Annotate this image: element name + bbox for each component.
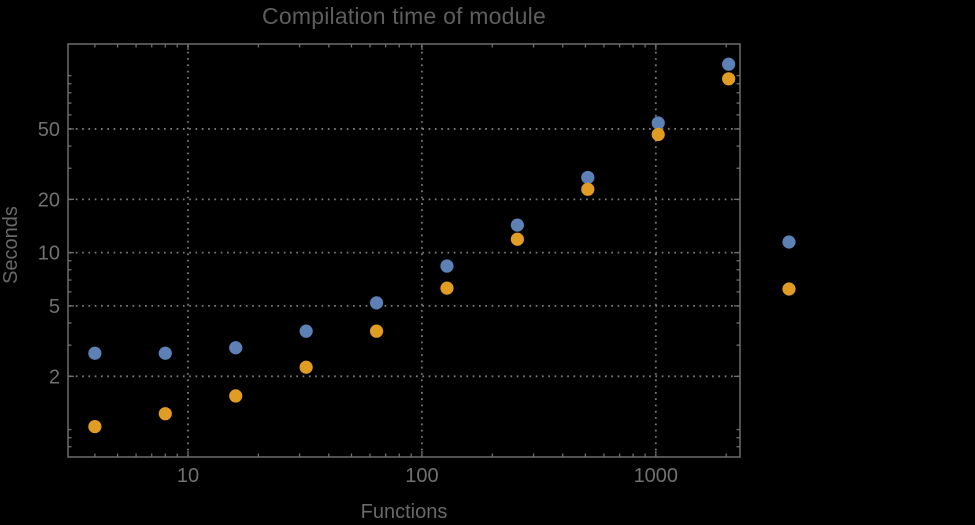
data-point-series_2-x256 — [510, 232, 524, 246]
x-tick-label-1000: 1000 — [634, 465, 679, 487]
y-tick-label-5: 5 — [49, 296, 60, 318]
data-point-series_1-x4 — [88, 346, 102, 360]
x-tick-label-100: 100 — [405, 465, 438, 487]
plot-title: Compilation time of module — [262, 3, 546, 29]
y-axis-label: Seconds — [0, 206, 22, 284]
data-point-series_1-x256 — [510, 218, 524, 232]
data-point-series_1-x64 — [369, 296, 384, 310]
data-point-series_2-x64 — [369, 324, 384, 338]
plot-frame — [67, 43, 741, 458]
y-tick-label-10: 10 — [38, 243, 60, 265]
data-point-series_2-x512 — [581, 182, 595, 196]
data-point-series_1-x16 — [229, 341, 243, 355]
y-tick-label-2: 2 — [49, 366, 60, 388]
data-point-series_1-x128 — [440, 259, 454, 273]
data-point-series_1-x32 — [299, 324, 313, 338]
data-point-series_1-x8 — [158, 346, 172, 360]
data-point-series_2-x32 — [299, 360, 313, 374]
data-point-series_2-x16 — [229, 389, 243, 403]
y-tick-label-50: 50 — [38, 119, 60, 141]
legend-marker-series_2 — [782, 282, 796, 296]
data-point-series_2-x4 — [88, 419, 102, 434]
data-point-series_1-x512 — [581, 170, 595, 185]
data-point-series_2-x2048 — [722, 72, 736, 86]
x-axis-label: Functions — [360, 501, 448, 523]
data-point-series_2-x8 — [158, 407, 172, 421]
data-point-series_2-x128 — [440, 281, 454, 295]
data-point-series_1-x2048 — [722, 57, 736, 71]
data-point-series_1-x1024 — [651, 116, 665, 130]
x-tick-label-10: 10 — [177, 465, 199, 487]
legend-marker-series_1 — [782, 235, 796, 249]
y-tick-label-20: 20 — [38, 189, 60, 211]
data-point-series_2-x1024 — [651, 127, 665, 142]
